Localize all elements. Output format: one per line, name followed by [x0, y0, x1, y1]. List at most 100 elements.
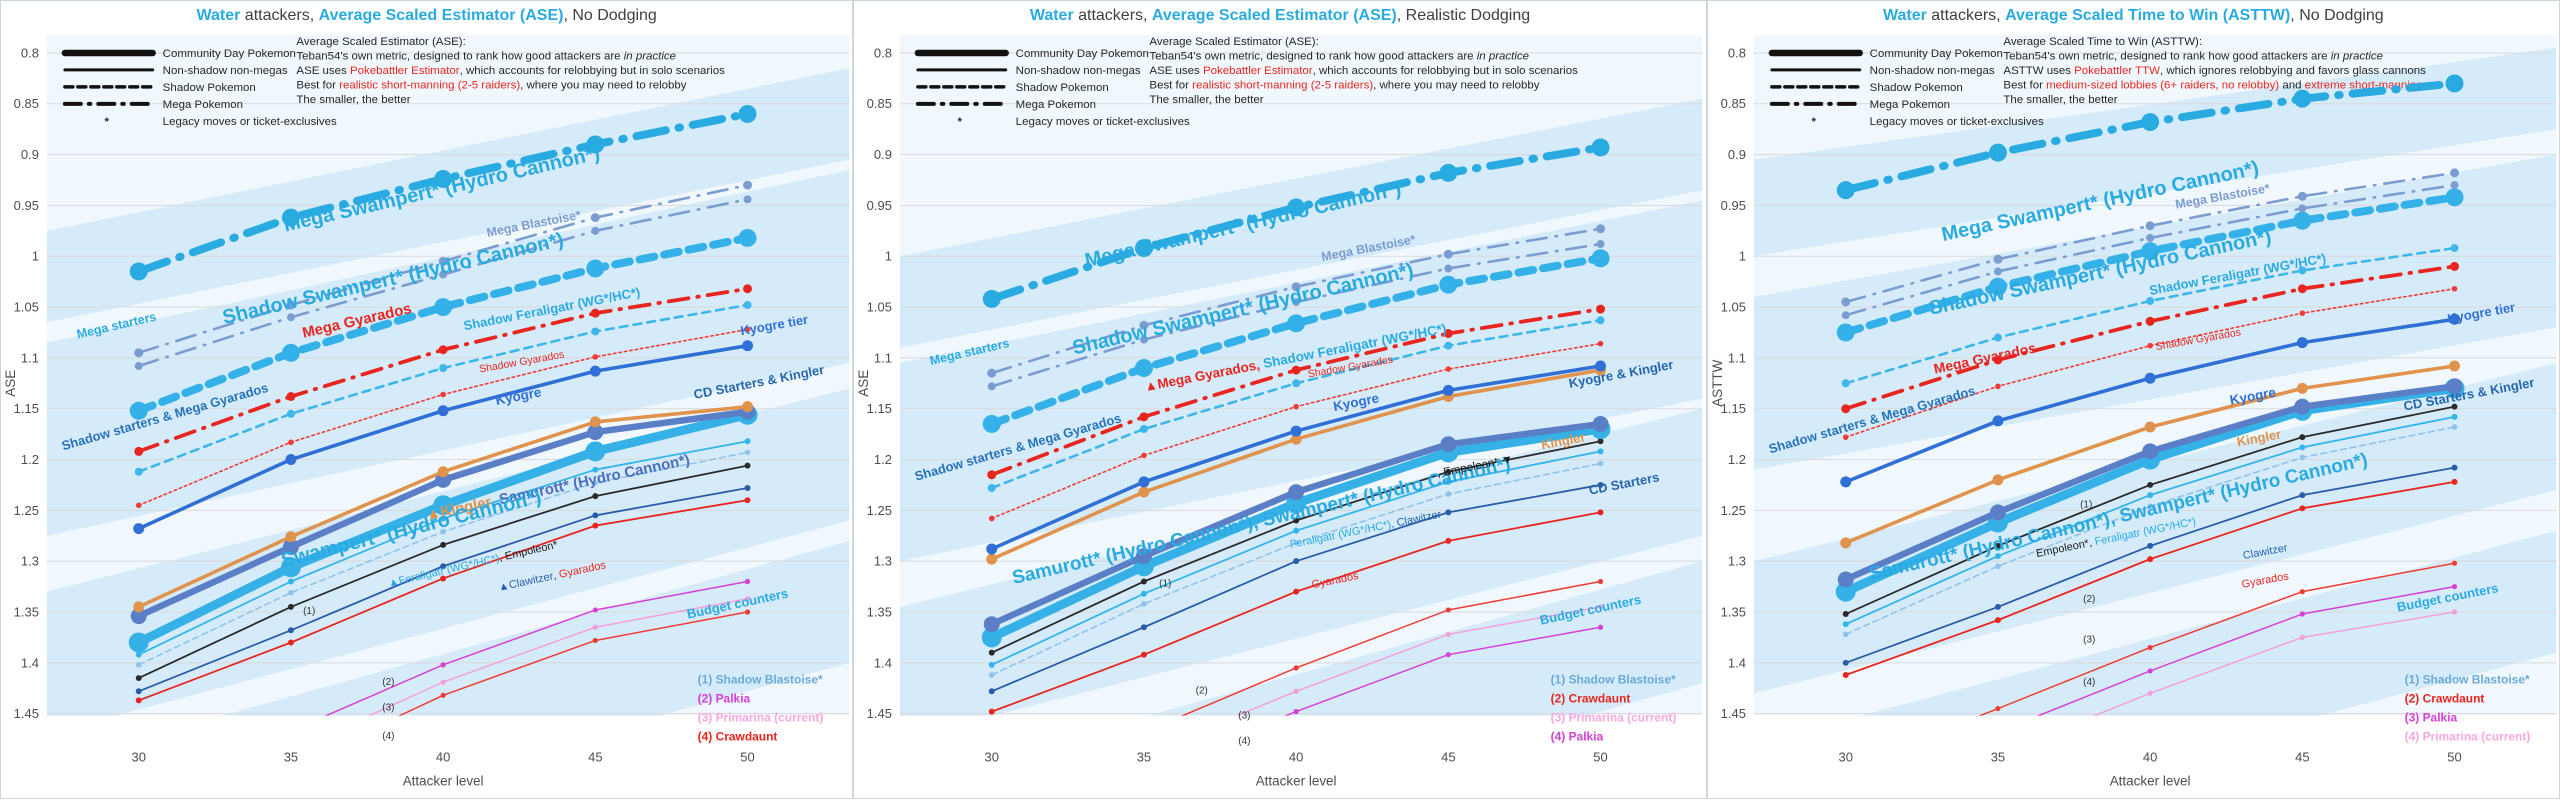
x-tick-label: 50	[2447, 750, 2461, 765]
data-point	[2449, 168, 2459, 178]
data-point	[134, 348, 144, 358]
y-tick-label: 1.35	[1720, 604, 1745, 619]
legend-star-symbol: *	[1811, 116, 1816, 128]
data-point	[2298, 505, 2305, 512]
description-line: ASE uses Pokebattler Estimator, which ac…	[296, 65, 725, 77]
y-tick-label: 0.8	[1728, 45, 1746, 60]
data-point	[2451, 560, 2457, 566]
chart-title: Water attackers, Average Scaled Time to …	[1708, 7, 2559, 25]
data-point	[1592, 415, 1609, 432]
y-tick-label: 1.35	[867, 604, 892, 619]
data-point	[438, 345, 448, 355]
data-point	[1291, 282, 1301, 292]
budget-key-entry: (3) Primarina (current)	[1551, 711, 1677, 725]
data-point	[1842, 434, 1849, 440]
data-point	[1841, 311, 1850, 320]
series-kyogre	[986, 360, 1607, 555]
series-mega-gyarados	[1840, 261, 2459, 414]
y-tick-label: 0.95	[14, 198, 39, 213]
x-tick-label: 40	[2143, 750, 2157, 765]
y-tick-label: 1.35	[14, 604, 39, 619]
data-point	[744, 578, 751, 585]
data-point	[2445, 188, 2464, 207]
data-point	[434, 298, 453, 317]
series-gyarados	[989, 509, 1604, 715]
data-point	[2147, 690, 2153, 696]
series-clawitzer	[989, 481, 1604, 695]
x-tick-label: 35	[284, 750, 298, 765]
data-point	[1445, 478, 1452, 485]
budget-series-key: (1) Shadow Blastoise* (2) Palkia (3) Prima…	[698, 673, 824, 744]
series-primarina	[367, 596, 751, 716]
data-point	[1292, 297, 1301, 306]
y-tick-label: 1.05	[867, 300, 892, 315]
y-tick-label: 1.15	[1720, 401, 1745, 416]
budget-series-key: (1) Shadow Blastoise* (2) Crawdaunt (3) Pr…	[1551, 673, 1677, 744]
data-point	[1591, 249, 1610, 268]
data-point	[2297, 204, 2306, 213]
data-point	[287, 639, 294, 646]
data-point	[1596, 304, 1606, 314]
data-point	[1993, 254, 2003, 264]
series-shadow-feraligatr	[1841, 244, 2459, 388]
data-point	[989, 688, 996, 695]
data-point	[2451, 424, 2457, 430]
data-point	[592, 354, 599, 360]
data-point	[738, 104, 757, 123]
data-point	[433, 495, 454, 516]
data-point	[288, 439, 294, 446]
data-point	[286, 313, 295, 322]
series-crawdaunt	[397, 609, 751, 716]
data-point	[2451, 478, 2458, 485]
data-point	[281, 343, 300, 362]
data-point	[1446, 652, 1452, 658]
legend-label: Non-shadow non-megas	[1869, 65, 1994, 77]
description-line: Best for realistic short-manning (2-5 ra…	[1150, 80, 1540, 92]
x-tick-label: 30	[132, 750, 146, 765]
data-point	[1135, 239, 1154, 258]
series-swampert	[128, 404, 758, 653]
data-point	[1836, 181, 1855, 200]
y-tick-label: 1	[1738, 249, 1745, 264]
data-point	[1444, 264, 1453, 273]
y-tick-label: 1.15	[14, 401, 39, 416]
budget-key-entry: (1) Shadow Blastoise*	[1551, 673, 1676, 687]
data-point	[744, 326, 751, 333]
series-mega-swampert	[983, 138, 1610, 308]
data-point	[1293, 403, 1300, 410]
data-point	[1595, 360, 1607, 372]
data-point	[2296, 382, 2308, 394]
data-point	[743, 180, 753, 190]
data-point	[1597, 509, 1604, 516]
data-point	[440, 679, 446, 685]
data-point	[1445, 468, 1452, 475]
series-gyarados	[135, 497, 751, 704]
legend-label: Shadow Pokemon	[163, 82, 256, 94]
chart-plot: ASE Attacker level 0.8 0.85 0.9 0.95 1 1.05 1.…	[3, 34, 850, 788]
data-point	[983, 289, 1002, 308]
marker-3: (3)	[382, 703, 394, 714]
series-samurott	[130, 403, 756, 625]
data-point	[2146, 542, 2153, 549]
data-point	[1994, 563, 2001, 570]
y-tick-label: 1.45	[14, 706, 39, 721]
y-tick-label: 1.1	[1728, 350, 1746, 365]
data-point	[2296, 337, 2308, 349]
data-point	[1842, 621, 1849, 628]
data-point	[1993, 333, 2002, 342]
data-point	[135, 662, 142, 668]
data-point	[135, 651, 142, 658]
marker-1: (1)	[2080, 499, 2092, 510]
title-part: Water	[196, 7, 241, 24]
series-mega-gyarados	[134, 284, 753, 456]
data-point	[1994, 542, 2001, 549]
data-point	[134, 467, 143, 476]
data-point	[287, 578, 294, 585]
series-crawdaunt	[1977, 560, 2457, 716]
data-point	[2146, 342, 2153, 349]
x-tick-label: 45	[588, 750, 602, 765]
tier-band	[1753, 154, 2556, 470]
data-point	[2299, 454, 2305, 461]
data-point	[1290, 433, 1302, 445]
y-tick-label: 1.3	[874, 554, 892, 569]
